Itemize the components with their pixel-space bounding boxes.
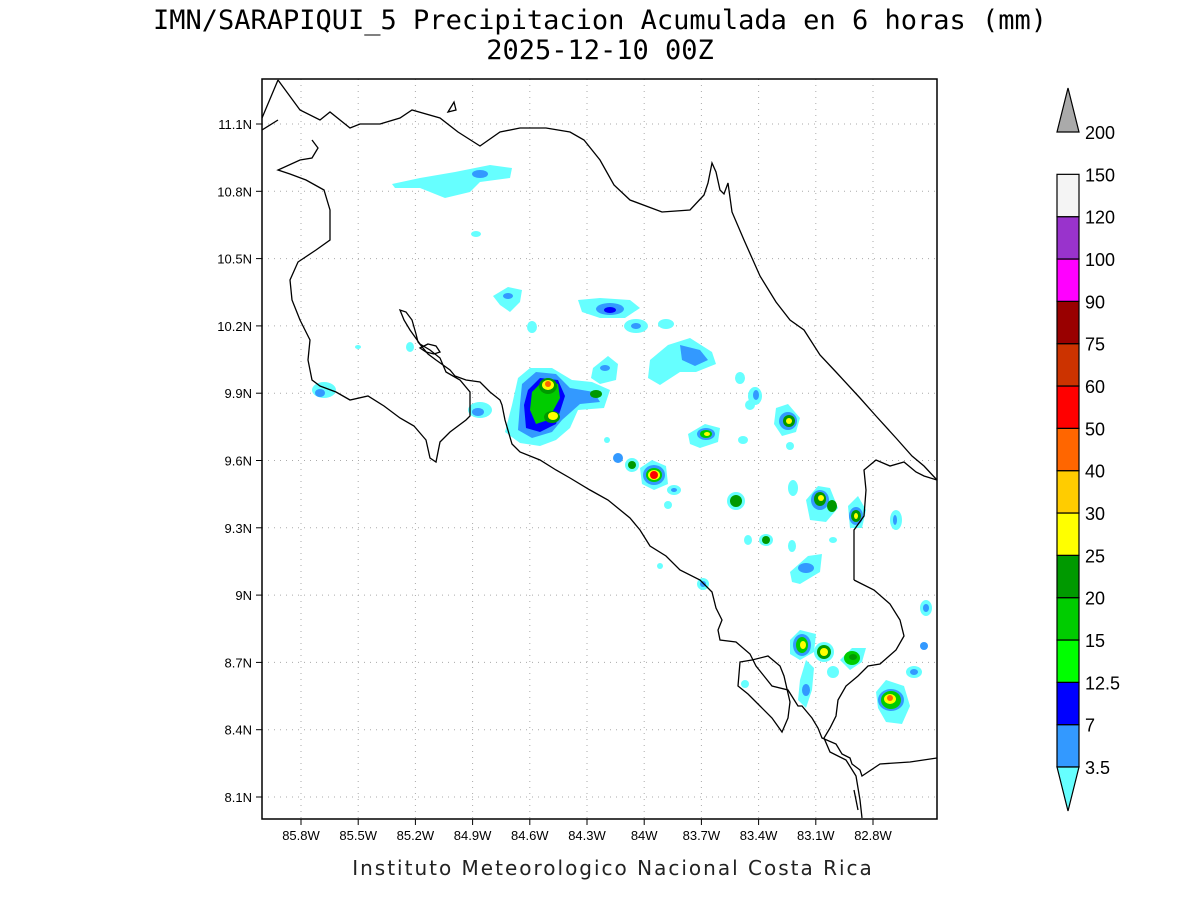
y-tick-label: 8.4N [225,723,252,738]
colorbar-swatch [1056,385,1080,429]
rain-cell [493,287,522,312]
x-tick-label: 85.8W [282,828,320,843]
rain-cell [624,319,648,333]
rain-cell [920,600,932,616]
colorbar-label: 40 [1085,462,1105,482]
colorbar-label: 60 [1085,377,1105,397]
y-tick-label: 10.8N [217,184,252,199]
rain-cell [876,680,910,724]
colorbar-label: 3.5 [1085,758,1110,778]
rain-cell [625,458,639,472]
colorbar-label: 90 [1085,292,1105,312]
colorbar-label: 75 [1085,335,1105,355]
y-tick-label: 9.9N [225,386,252,401]
colorbar-swatch [1056,681,1080,726]
y-tick-label: 10.5N [217,252,252,267]
colorbar-swatch [1056,597,1080,641]
y-tick-label: 9N [235,588,252,603]
colorbar-label: 100 [1085,250,1115,270]
rain-cell [468,402,492,418]
colorbar-label: 12.5 [1085,673,1120,693]
colorbar-label: 30 [1085,504,1105,524]
y-tick-label: 10.2N [217,319,252,334]
colorbar-legend: 3.5 7 12.5 15 20 25 30 40 50 60 75 90 100 120 150 200 [1056,87,1120,812]
rain-cell [697,578,709,590]
colorbar-swatch [1056,512,1080,556]
colorbar-label: 7 [1085,716,1095,736]
x-tick-label: 83.4W [740,828,778,843]
x-tick-label: 85.2W [397,828,435,843]
y-tick-label: 9.3N [225,521,252,536]
colorbar-label: 25 [1085,546,1105,566]
colorbar-bottom-triangle [1056,766,1080,812]
rain-cell [640,460,668,490]
graticule [262,79,937,819]
rain-cell [312,382,336,398]
colorbar-top-triangle [1056,87,1080,133]
y-tick-label: 8.1N [225,790,252,805]
x-tick-label: 83.7W [683,828,721,843]
rain-cell [790,630,816,660]
x-tick-label: 85.5W [339,828,377,843]
rain-cell [814,642,834,662]
rain-cell [790,554,822,584]
rain-cell [806,486,838,522]
colorbar-swatch [1056,427,1080,472]
longitude-axis: 85.8W 85.5W 85.2W 84.9W 84.6W 84.3W 84W 83.7W 83… [282,819,893,843]
colorbar-label: 20 [1085,589,1105,609]
colorbar-swatch [1056,470,1080,514]
x-tick-label: 84.6W [511,828,549,843]
rain-cell [578,298,640,318]
rain-cell [848,496,866,528]
x-tick-label: 84.9W [454,828,492,843]
coastline [262,79,937,819]
colorbar-label: 200 [1085,123,1115,143]
colorbar-swatch [1056,173,1080,218]
map-title: IMN/SARAPIQUI_5 Precipitacion Acumulada … [152,5,1048,36]
colorbar-label: 15 [1085,631,1105,651]
x-tick-label: 84.3W [568,828,606,843]
latitude-axis: 11.1N 10.8N 10.5N 10.2N 9.9N 9.6N 9.3N 9N 8.7N 8.… [217,117,262,805]
colorbar-label: 50 [1085,419,1105,439]
y-tick-label: 11.1N [218,117,252,132]
colorbar-swatch [1056,258,1080,302]
x-tick-label: 82.8W [854,828,892,843]
colorbar-swatch [1056,724,1080,768]
rain-cell [727,492,745,510]
rain-cell [759,534,773,546]
map-subtitle-datetime: 2025-12-10 00Z [486,35,714,66]
colorbar-label: 150 [1085,165,1115,185]
map-frame [261,78,938,820]
rain-cell [591,356,618,384]
rain-cell-main [505,368,610,446]
x-tick-label: 83.1W [797,828,835,843]
rain-cell [648,338,716,385]
rain-cell [392,165,512,198]
colorbar-swatch [1056,639,1080,683]
y-tick-label: 9.6N [225,454,252,469]
colorbar-swatch [1056,300,1080,345]
colorbar-swatch [1056,554,1080,599]
rain-cell [906,666,922,678]
rain-cell [667,485,681,495]
rain-cell [840,648,866,670]
footer-credit: Instituto Meteorologico Nacional Costa R… [352,856,874,880]
colorbar-label: 120 [1085,208,1115,228]
x-tick-label: 84W [631,828,658,843]
y-tick-label: 8.7N [225,655,252,670]
colorbar-swatch [1056,216,1080,260]
colorbar-swatch [1056,343,1080,387]
rain-cell [774,404,800,436]
precip-field [312,165,932,724]
rain-cell [688,424,720,448]
